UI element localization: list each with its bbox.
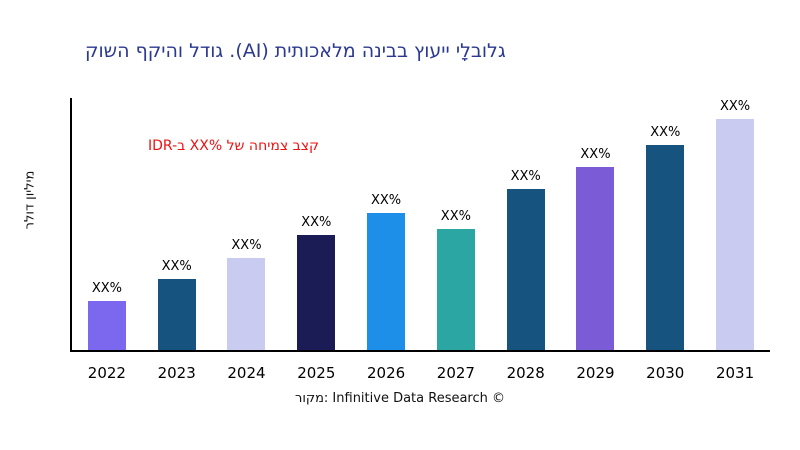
bar-value-label-2023: XX% [161,259,192,275]
source-caption: רוקמ: Infinitive Data Research © [294,391,506,406]
bar-slot-2031: XX% 2031 [700,98,770,382]
bar-value-label-2031: XX% [719,99,751,115]
bar-slot-2026: XX% 2026 [351,98,421,382]
bar-value-label-2030: XX% [650,124,681,140]
bar-2026 [367,212,406,350]
bar-slot-2030: XX% 2030 [630,98,700,382]
bar-2024 [227,258,266,350]
bar-value-label-2026: XX% [371,192,402,208]
bar-value-label-2025: XX% [301,215,332,231]
bar-slot-2022: XX% 2022 [72,98,142,382]
x-tick-2023: 2023 [157,364,196,382]
x-tick-2030: 2030 [646,364,685,382]
bar-value-label-2024: XX% [231,238,262,254]
bars-container: XX% 2022 XX% 2023 XX% 2024 XX% 2025 XX% 2026 XX% 20… [72,98,770,382]
bar-slot-2024: XX% 2024 [212,98,282,382]
bar-2030 [646,144,685,350]
bar-value-label-2029: XX% [580,147,611,163]
y-axis-label: רלוד ןוילימ [22,170,38,230]
x-tick-2026: 2026 [366,364,406,382]
bar-2027 [436,229,475,350]
x-tick-2022: 2022 [87,364,126,382]
growth-annotation: IDR-ב XX% לש החימצ בצק [148,138,319,154]
bar-2028 [506,188,545,350]
bar-2025 [297,235,336,350]
bar-2029 [576,167,615,350]
bar-2023 [157,279,196,350]
x-tick-2024: 2024 [227,364,266,382]
x-tick-2025: 2025 [297,364,336,382]
x-tick-2028: 2028 [506,364,545,382]
bar-slot-2029: XX% 2029 [561,98,631,382]
bar-slot-2028: XX% 2028 [491,98,561,382]
bar-slot-2023: XX% 2023 [142,98,212,382]
bar-slot-2027: XX% 2027 [421,98,491,382]
bar-slot-2025: XX% 2025 [281,98,351,382]
x-tick-2029: 2029 [576,364,615,382]
bar-2022 [87,300,126,350]
bar-value-label-2022: XX% [91,280,122,296]
bar-2031 [716,119,755,350]
bar-value-label-2027: XX% [440,209,471,225]
plot-area: IDR-ב XX% לש החימצ בצק XX% 2022 XX% 2023 XX%… [70,98,770,382]
chart-title: קושה ףקיהו לדוג .(AI) תיתוכאלמ הניבב ץוע… [85,40,506,62]
bar-value-label-2028: XX% [510,168,541,184]
x-tick-2027: 2027 [436,364,475,382]
x-tick-2031: 2031 [715,364,755,382]
